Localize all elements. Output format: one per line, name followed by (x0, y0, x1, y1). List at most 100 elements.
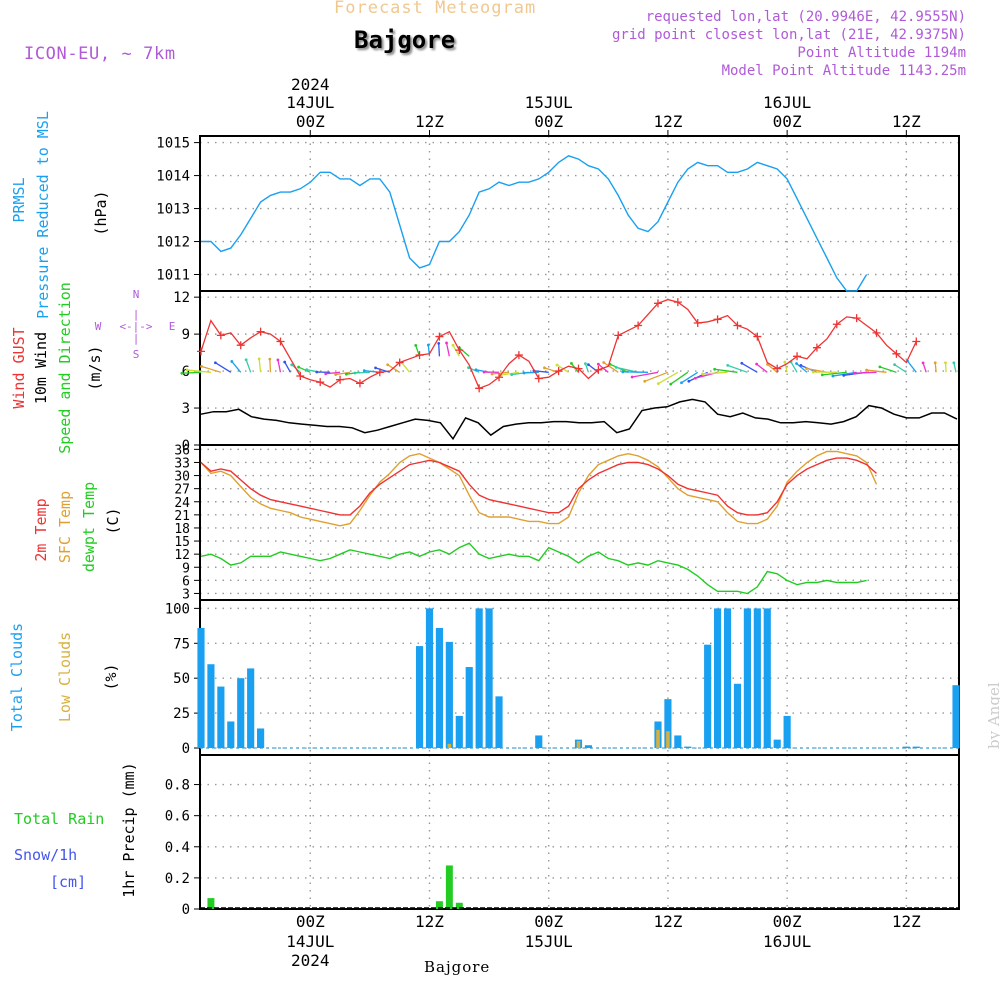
wind-arrow-head (831, 374, 835, 378)
location-title: Bajgore (354, 26, 456, 54)
wind-arrow-head (257, 357, 261, 361)
y-tick-label: 75 (173, 636, 190, 652)
panel-wind: 0 3 6 9 12 (173, 290, 960, 454)
x-tick-label-bottom: 00Z (773, 912, 802, 931)
gust-marker (415, 351, 424, 360)
compass-s-arrow: | (133, 332, 140, 345)
wind-arrow (438, 343, 441, 357)
wind-arrow (491, 371, 510, 375)
wind-arrow (741, 362, 758, 373)
panel-clouds: 0 25 50 75 100 (165, 599, 960, 757)
wind-arrow-head (362, 369, 366, 373)
grid-point-coords: grid point closest lon,lat (21E, 42.9375… (611, 27, 966, 43)
wind-arrow-head (783, 360, 787, 364)
gust-marker (892, 349, 901, 358)
total-cloud-bar (763, 608, 771, 749)
wind-arrow (258, 358, 262, 373)
wind-arrow (832, 371, 857, 377)
total-cloud-bar (714, 608, 722, 749)
wind-arrow (354, 371, 370, 374)
wind-arrow-head (726, 364, 730, 367)
wind-arrow-head (467, 366, 470, 370)
wind-arrow-head (386, 363, 390, 367)
gust-marker (713, 315, 722, 324)
compass-n-arrow: | (133, 308, 140, 321)
gust-marker (634, 321, 643, 330)
low-cloud-bar (447, 743, 452, 749)
y-tick-label: 0.6 (165, 809, 190, 825)
wind-arrow (796, 363, 808, 373)
total-cloud-bar (773, 739, 781, 749)
wind-arrow (245, 359, 252, 373)
gust-marker (693, 319, 702, 328)
wind-arrow-head (933, 361, 937, 365)
gust-marker (673, 298, 682, 307)
gust-marker (395, 358, 404, 367)
total-cloud-bar (207, 664, 215, 749)
wind-arrow-head (555, 363, 559, 367)
wind-arrow-head (621, 370, 625, 374)
gust-marker (534, 374, 543, 383)
wind-arrow-head (490, 372, 494, 376)
y-tick-label: 1013 (156, 202, 190, 218)
total-cloud-bar (674, 735, 682, 749)
wind-arrow-head (324, 372, 328, 376)
gust-marker (276, 337, 285, 346)
gust-marker (832, 320, 841, 329)
wind-arrow (727, 364, 748, 373)
wind-arrow-head (283, 360, 287, 364)
rain-bar (455, 902, 463, 909)
gust-marker (336, 375, 345, 384)
gust-marker (495, 373, 504, 382)
wind-unit: (m/s) (86, 345, 104, 390)
wind-arrow-head (482, 370, 486, 374)
y-tick-label: 0.8 (165, 778, 190, 794)
wind-arrow-head (669, 382, 673, 386)
wind-arrow-head (795, 362, 798, 365)
gust-marker (793, 352, 802, 361)
wind-arrow (231, 361, 242, 373)
gust-marker (375, 368, 384, 377)
wind-arrow (644, 371, 669, 382)
wind-arrow-head (687, 379, 691, 383)
wind-arrow-head (185, 368, 189, 372)
gust-marker (574, 364, 583, 373)
wind-arrow-head (584, 362, 587, 366)
wind-arrow-head (820, 373, 824, 377)
temp-unit: (C) (104, 507, 122, 534)
wind-arrow-head (643, 379, 647, 383)
pressure-axis-title: PRMSL (10, 177, 28, 222)
wind-arrow (866, 369, 887, 373)
total-cloud-bar (952, 685, 960, 749)
total-cloud-bar (415, 646, 424, 749)
dewpt-line (200, 542, 867, 595)
compass-s: S (133, 348, 140, 361)
panel-precip: 0 0.2 0.4 0.6 0.8 (165, 754, 960, 918)
gust-markers (196, 298, 921, 393)
y-tick-label: 9 (182, 327, 190, 343)
point-altitude: Point Altitude 1194m (797, 45, 966, 61)
x-tick-label-top: 00Z (534, 112, 563, 131)
panel-frame (199, 754, 960, 910)
wind-arrow (201, 365, 222, 373)
wind-arrow-head (865, 368, 869, 372)
y-tick-label: 24 (174, 496, 190, 511)
credit-watermark: by Angel (985, 682, 1000, 749)
total-cloud-bar (435, 627, 443, 749)
x-year-label-top: 2024 (291, 75, 330, 94)
wind-arrow-head (614, 366, 618, 369)
pressure-line (201, 155, 868, 292)
y-tick-label: 6 (182, 574, 190, 589)
x-tick-label-bottom: 12Z (415, 912, 444, 931)
wind-arrow (822, 371, 847, 376)
wind-arrow-head (570, 362, 573, 365)
wind-arrow (445, 342, 450, 357)
footer-location: Bajgore (424, 958, 491, 976)
snow-unit: [cm] (50, 873, 86, 891)
wind-arrow (277, 359, 282, 373)
wind-arrow (944, 362, 947, 373)
total-cloud-bar (684, 746, 692, 749)
chart-supertitle: Forecast Meteogram (334, 0, 537, 18)
wind-arrow-head (426, 343, 430, 347)
